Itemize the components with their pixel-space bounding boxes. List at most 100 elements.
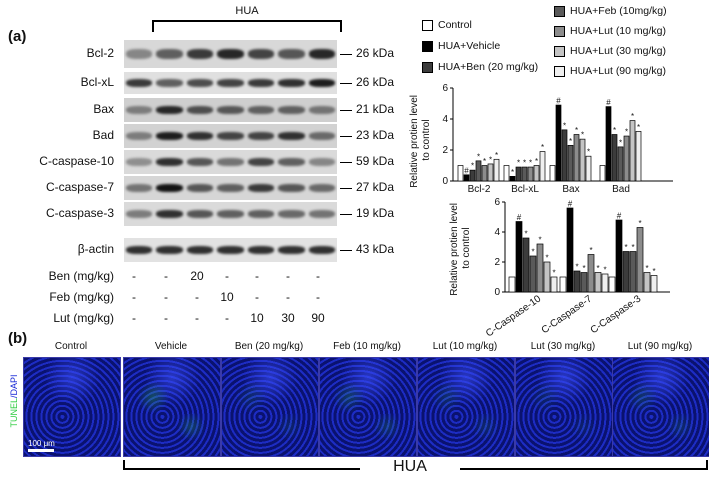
significance-mark: * [589,246,592,255]
significance-mark: * [638,219,641,228]
blot-label: β-actin [77,242,114,256]
bar [611,134,618,182]
bar [522,237,530,293]
bar [615,219,623,293]
blot-label: C-caspase-3 [45,206,114,220]
blot-band [217,184,244,192]
bar [629,251,637,293]
blot-band [247,158,275,166]
chart1-ylabel: Relative protien level to control [409,92,432,188]
bar [550,276,558,293]
significance-mark: * [575,263,578,272]
bar [635,131,642,182]
y-tick-label: 6 [494,197,500,208]
bar [585,155,592,182]
kda-tick [340,250,352,251]
blot-band [308,106,335,114]
scale-bar [28,449,54,452]
blot-label: Bad [92,128,114,142]
significance-mark: # [617,212,622,221]
bar [623,135,630,182]
bar [463,174,470,182]
tunel-dapi-micrograph [319,357,417,457]
kda-label: 26 kDa [356,75,395,89]
bar [579,138,586,182]
blot-label: Bax [93,102,114,116]
micrograph-title: Control [54,341,88,352]
treatment-value: - [132,269,136,283]
significance-mark: # [568,200,573,209]
blot-band [186,184,214,192]
tunel-dapi-micrograph [221,357,319,457]
blot-band [186,246,214,254]
bar [508,276,516,293]
blot-band [308,49,335,59]
treatment-value: - [132,311,136,325]
bar [527,166,534,182]
hua-bracket-label: HUA [235,5,259,17]
treatment-value: 20 [190,269,204,283]
significance-mark: * [471,162,474,171]
legend-label: HUA+Lut (10 mg/kg) [570,25,666,37]
blot-band [247,106,275,114]
significance-mark: * [495,151,498,160]
micrograph-title: Lut (90 mg/kg) [627,341,693,352]
panel-b-label: (b) [8,330,28,347]
blot-band [186,49,214,59]
bar [573,270,581,293]
treatment-value: - [316,269,320,283]
bar [567,144,574,182]
significance-mark: * [587,148,590,157]
bar [469,169,476,182]
significance-mark: * [535,157,538,166]
bar [605,106,612,182]
kda-tick [340,54,352,55]
blot-label: C-caspase-10 [39,154,114,168]
treatment-value: - [255,269,259,283]
blot-band [126,246,153,254]
legend-entry: HUA+Lut (30 mg/kg) [554,44,667,58]
blot-band [156,49,183,59]
significance-mark: * [603,266,606,275]
bar [475,160,482,182]
micrograph-title: Lut (10 mg/kg) [432,341,498,352]
treatment-value: - [316,290,320,304]
blot-band [217,79,244,87]
kda-tick [340,110,352,111]
kda-tick [340,214,352,215]
legend-swatch [554,65,565,77]
kda-label: 19 kDa [356,206,395,220]
blot-band [186,106,214,114]
micrograph-title: Feb (10 mg/kg) [333,341,401,352]
blot-strip [124,176,337,200]
bar [559,276,567,293]
legend-label: HUA+Lut (30 mg/kg) [570,45,666,57]
category-label: Bcl-2 [468,184,491,195]
blot-band [217,106,244,114]
kda-label: 27 kDa [356,180,395,194]
tunel-label: TUNEL [9,398,19,428]
tunel-dapi-label: TUNEL/DAPI [4,356,19,456]
legend-entry: HUA+Lut (90 mg/kg) [554,64,667,78]
blot-band [278,132,305,140]
blot-band [247,49,275,59]
blot-band [156,184,183,192]
blot-band [217,132,244,140]
kda-tick [340,162,352,163]
treatment-label: Feb (mg/kg) [49,290,114,304]
legend-swatch [554,25,565,37]
blot-band [126,132,153,140]
scale-bar-label: 100 μm [28,439,55,448]
significance-mark: * [541,143,544,152]
significance-mark: * [581,131,584,140]
bar [629,120,636,182]
dapi-label: /DAPI [9,374,19,398]
blot-label: Bcl-xL [80,75,114,89]
blot-band [247,210,275,218]
hua-bottom-label: HUA [360,458,460,476]
legend-swatch [554,5,565,17]
blot-band [308,79,335,87]
significance-mark: # [517,213,522,222]
significance-mark: # [606,98,611,107]
bar [536,243,544,293]
